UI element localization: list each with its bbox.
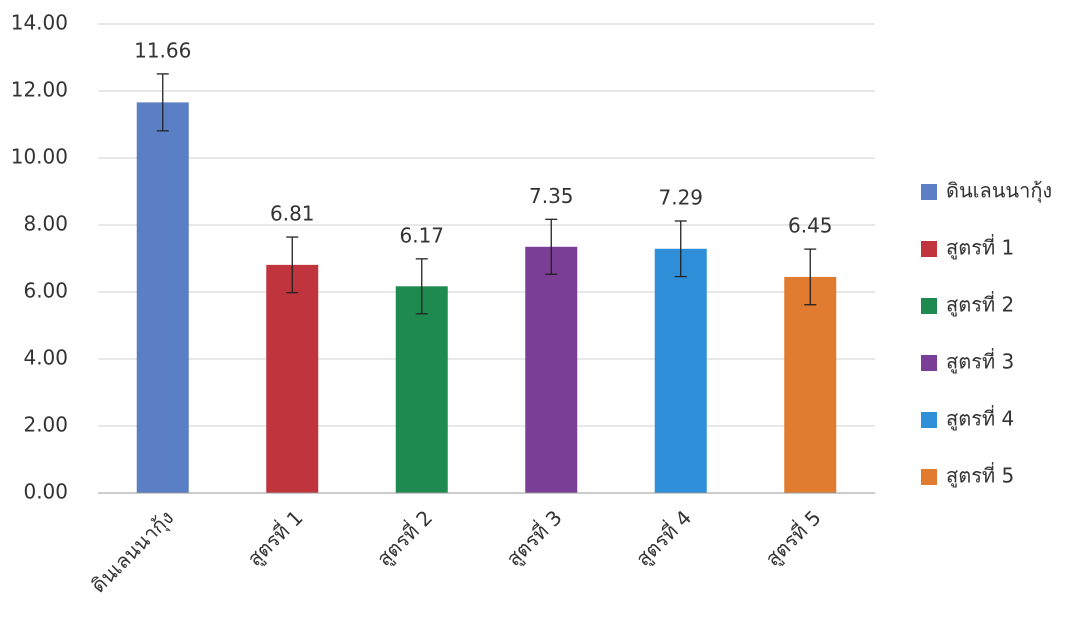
error-bar xyxy=(674,220,687,278)
legend-label: สูตรที่ 3 xyxy=(946,348,1014,375)
error-bar xyxy=(545,218,558,275)
x-tick-label: สูตรที่ 1 xyxy=(241,504,308,571)
x-tick-label: สูตรที่ 3 xyxy=(500,504,567,571)
y-tick-label: 4.00 xyxy=(23,346,68,370)
error-bar xyxy=(804,248,817,306)
y-tick-label: 2.00 xyxy=(23,413,68,437)
bar xyxy=(395,286,448,493)
legend-label: สูตรที่ 1 xyxy=(946,234,1014,261)
bar xyxy=(654,248,707,493)
value-label: 7.29 xyxy=(658,185,703,209)
value-label: 11.66 xyxy=(134,38,191,62)
legend-swatch xyxy=(921,469,937,485)
y-tick-label: 6.00 xyxy=(23,279,68,303)
y-tick-label: 12.00 xyxy=(11,78,68,102)
bar xyxy=(525,246,578,493)
error-bar xyxy=(286,236,299,294)
bar xyxy=(784,276,837,493)
value-label: 6.45 xyxy=(788,214,833,238)
error-bar xyxy=(415,258,428,315)
value-label: 6.17 xyxy=(399,223,444,247)
legend-label: ดินเลนนากุ้ง xyxy=(946,179,1052,204)
y-tick-label: 0.00 xyxy=(23,480,68,504)
legend-label: สูตรที่ 5 xyxy=(946,462,1014,489)
y-tick-label: 8.00 xyxy=(23,212,68,236)
legend-swatch xyxy=(921,412,937,428)
legend-swatch xyxy=(921,298,937,314)
legend-swatch xyxy=(921,241,937,257)
y-tick-label: 10.00 xyxy=(11,145,68,169)
bar xyxy=(136,102,189,493)
y-tick-label: 14.00 xyxy=(11,11,68,35)
x-tick-label: สูตรที่ 2 xyxy=(371,504,438,571)
x-tick-label: สูตรที่ 5 xyxy=(759,504,826,571)
value-label: 7.35 xyxy=(529,184,574,208)
x-tick-label: ดินเลนนากุ้ง xyxy=(86,505,179,598)
legend-label: สูตรที่ 2 xyxy=(946,291,1014,318)
value-label: 6.81 xyxy=(270,202,315,226)
legend-swatch xyxy=(921,184,937,200)
x-tick-label: สูตรที่ 4 xyxy=(630,504,697,571)
legend-swatch xyxy=(921,355,937,371)
legend-label: สูตรที่ 4 xyxy=(946,405,1014,432)
error-bar xyxy=(156,73,169,132)
bar xyxy=(266,264,319,493)
